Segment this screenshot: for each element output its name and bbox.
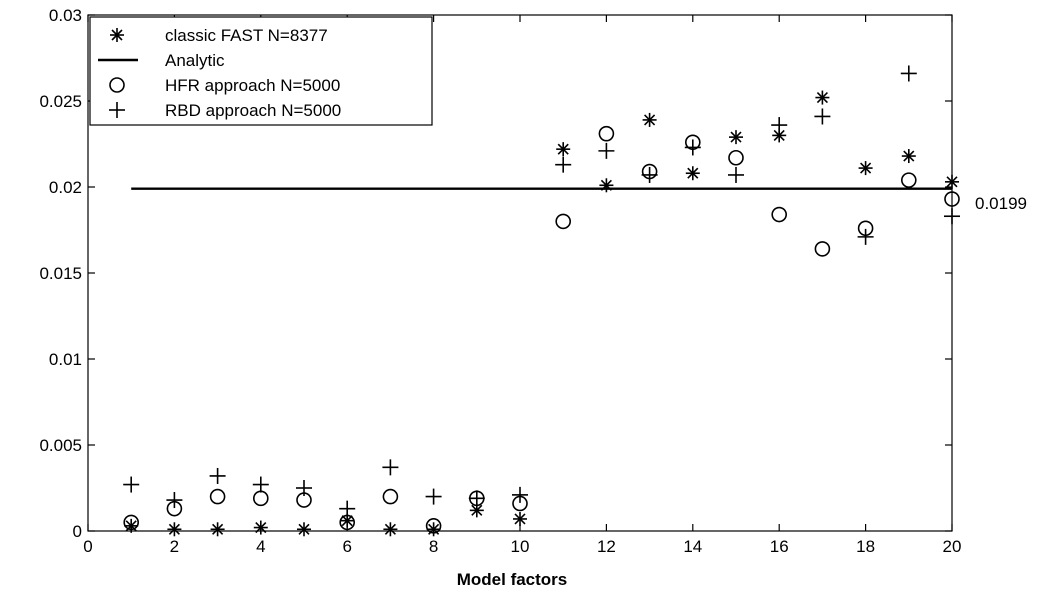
plus-point (684, 139, 701, 156)
plus-point (512, 486, 528, 503)
plus-point (944, 208, 960, 225)
x-tick-label: 14 (683, 537, 702, 556)
asterisk-point (297, 522, 311, 537)
asterisk-point (642, 112, 657, 127)
plus-point (209, 467, 226, 484)
x-tick-label: 8 (429, 537, 438, 556)
legend-asterisk-swatch (110, 28, 124, 42)
asterisk-point (815, 90, 830, 105)
legend: classic FAST N=8377 Analytic HFR approach … (89, 16, 433, 126)
plus-point (123, 476, 140, 493)
y-axis-ticks: 0 0.005 0.01 0.015 0.02 0.025 0.03 (39, 6, 952, 541)
x-tick-label: 12 (597, 537, 616, 556)
plus-point (857, 228, 874, 245)
asterisk-point (426, 522, 441, 537)
y-tick-label: 0.02 (49, 178, 82, 197)
asterisk-point (945, 174, 959, 189)
y-tick-label: 0.01 (49, 350, 82, 369)
x-tick-label: 16 (770, 537, 789, 556)
plus-point (641, 166, 658, 183)
y-tick-label: 0.005 (39, 436, 82, 455)
plus-point (598, 142, 615, 159)
plus-point (339, 500, 356, 517)
plus-point (555, 156, 572, 173)
y-tick-label: 0.015 (39, 264, 82, 283)
plus-point (814, 108, 831, 125)
plus-point (468, 490, 485, 507)
x-tick-label: 18 (856, 537, 875, 556)
legend-label: RBD approach N=5000 (165, 101, 341, 120)
plus-point (296, 480, 312, 496)
x-tick-label: 0 (83, 537, 92, 556)
asterisk-point (858, 161, 873, 176)
x-tick-label: 10 (511, 537, 530, 556)
circle-point (814, 241, 831, 257)
circle-point (771, 206, 788, 223)
x-tick-label: 6 (342, 537, 351, 556)
asterisk-point (901, 149, 916, 164)
legend-circle-swatch (109, 77, 125, 93)
legend-box (89, 16, 433, 126)
plus-point (900, 65, 917, 82)
plus-point (425, 488, 442, 505)
x-tick-label: 20 (943, 537, 962, 556)
y-tick-label: 0 (73, 522, 82, 541)
plus-point (252, 476, 269, 493)
circle-point (944, 191, 960, 207)
asterisk-point (167, 522, 182, 537)
circle-point (900, 172, 917, 188)
x-axis-label: Model factors (457, 570, 568, 589)
asterisk-point (253, 520, 268, 535)
circle-point (555, 213, 572, 230)
asterisk-point (729, 130, 743, 145)
legend-label: HFR approach N=5000 (165, 76, 340, 95)
asterisk-point (599, 178, 614, 193)
circle-point (209, 488, 226, 505)
asterisk-point (210, 522, 225, 537)
circle-point (425, 518, 442, 534)
data-marks (123, 65, 960, 537)
circle-point (728, 149, 744, 166)
x-tick-label: 4 (256, 537, 265, 556)
x-tick-label: 2 (170, 537, 179, 556)
asterisk-point (513, 511, 527, 526)
circle-point (123, 514, 139, 531)
asterisk-point (556, 142, 571, 157)
asterisk-point (124, 518, 139, 533)
circle-point (382, 488, 399, 505)
legend-label: classic FAST N=8377 (165, 26, 328, 45)
circle-point (598, 125, 615, 142)
plus-point (166, 492, 183, 509)
asterisk-point (383, 522, 398, 537)
plus-point (728, 166, 744, 183)
legend-label: Analytic (165, 51, 225, 70)
annotation-label: 0.0199 (975, 194, 1027, 213)
plus-point (382, 459, 399, 476)
y-tick-label: 0.03 (49, 6, 82, 25)
y-tick-label: 0.025 (39, 92, 82, 111)
asterisk-point (685, 166, 700, 181)
plus-point (771, 117, 788, 134)
legend-plus-swatch (109, 102, 125, 118)
